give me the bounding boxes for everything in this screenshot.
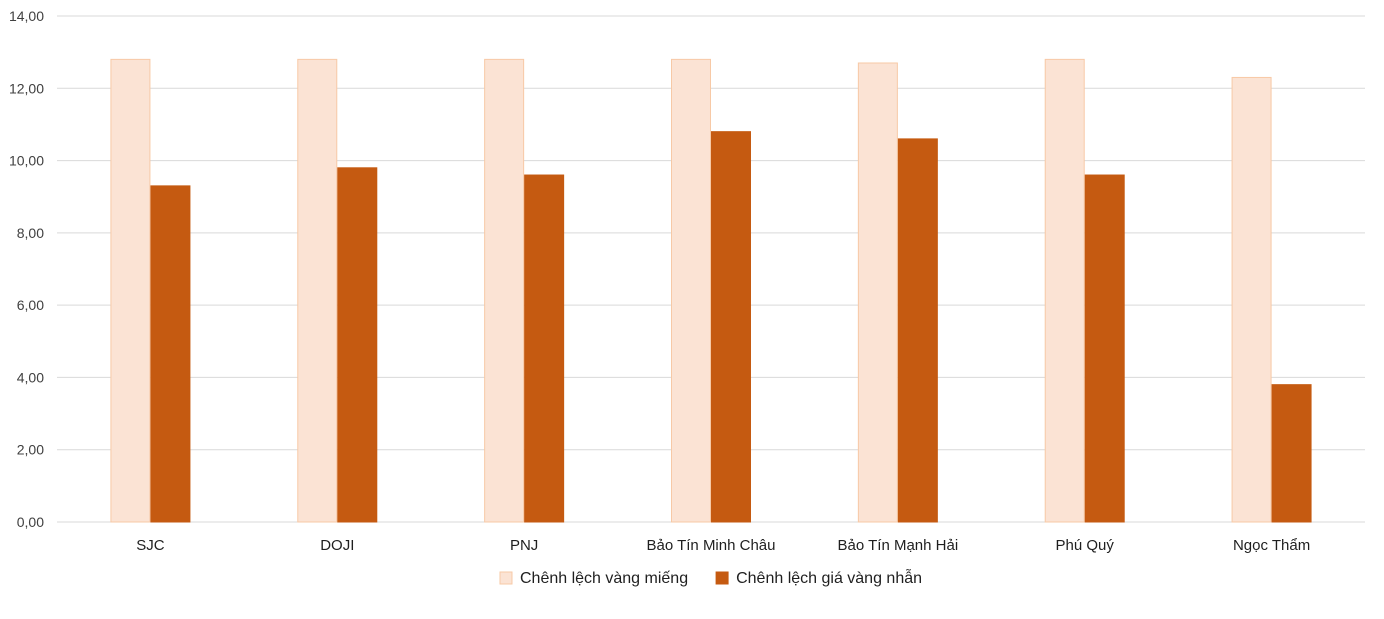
x-tick-label: Bảo Tín Mạnh Hải [838,537,959,554]
bar-series-2 [150,185,191,523]
legend-item-2: Chênh lệch giá vàng nhẫn [715,568,922,587]
bar-series-2 [711,131,751,523]
x-tick-label: Ngọc Thẩm [1233,537,1310,554]
bar-series-1 [671,58,711,523]
bar-series-1 [857,62,898,523]
y-tick-label: 6,00 [17,297,44,313]
bar-series-1 [110,58,151,523]
x-tick-label: PNJ [510,537,538,554]
bar-series-1 [484,58,525,523]
bar-series-2 [1271,384,1312,523]
bar-series-2 [1084,174,1125,523]
legend: Chênh lệch vàng miếng Chênh lệch giá vàng… [499,568,922,587]
bars [110,58,1312,523]
x-tick-label: SJC [136,537,165,554]
bar-series-1 [1044,58,1085,523]
legend-swatch [715,571,729,585]
y-tick-label: 2,00 [17,442,44,458]
bar-series-2 [524,174,565,523]
legend-swatch [499,571,513,585]
x-axis-ticks: SJC DOJI PNJ Bảo Tín Minh Châu Bảo Tín Mạnh … [136,537,1310,554]
bar-series-2 [897,138,938,523]
legend-item-1: Chênh lệch vàng miếng [499,570,688,587]
x-tick-label: Bảo Tín Minh Châu [647,537,776,554]
y-tick-label: 8,00 [17,225,44,241]
legend-label: Chênh lệch giá vàng nhẫn [736,568,922,587]
x-tick-label: DOJI [320,537,354,554]
y-tick-label: 0,00 [17,514,44,530]
bar-series-1 [297,58,338,523]
bar-series-2 [337,167,378,523]
legend-label: Chênh lệch vàng miếng [520,570,688,587]
bar-series-1 [1231,76,1272,523]
y-tick-label: 4,00 [17,369,44,385]
y-tick-label: 10,00 [9,153,44,169]
y-tick-label: 12,00 [9,80,44,96]
y-tick-label: 14,00 [9,8,44,24]
y-axis-ticks: 0,00 2,00 4,00 6,00 8,00 10,00 12,00 14,00 [9,8,44,530]
x-tick-label: Phú Quý [1056,537,1115,554]
